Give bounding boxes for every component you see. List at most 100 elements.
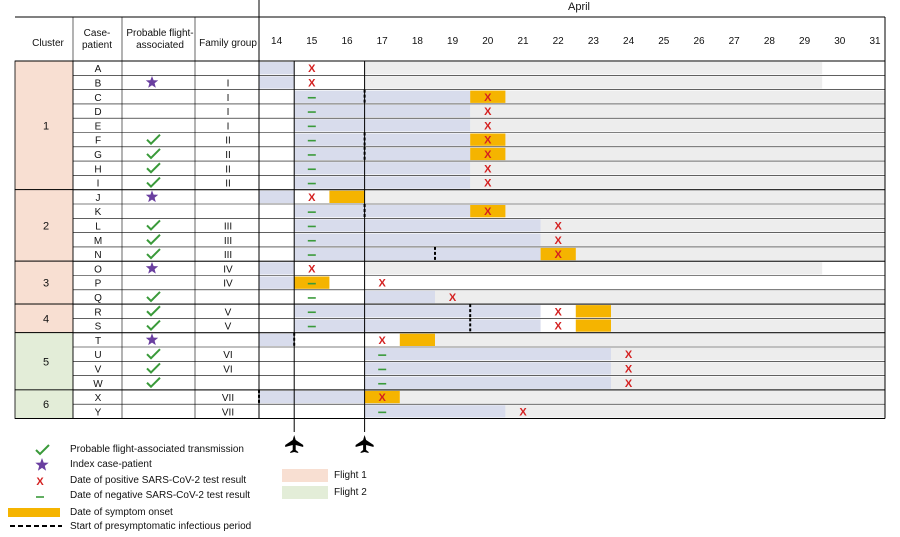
positive-test-mark: X [519,406,527,418]
case-id: D [94,107,101,118]
positive-test-mark: X [308,63,316,75]
case-id: H [94,164,101,175]
followup-bar [470,205,885,218]
cluster-label: 3 [43,278,49,290]
check-icon [146,291,161,303]
legend-flight1-swatch [282,469,328,482]
patient-row: V VI X [73,362,885,376]
positive-test-mark: X [625,363,633,375]
case-id: A [95,64,102,75]
positive-test-mark: X [555,235,563,247]
cluster-cell [14,260,74,305]
followup-bar [470,147,885,161]
family-group: III [224,221,232,232]
positive-test-mark: X [484,106,492,118]
cluster-label: 4 [43,313,49,325]
family-group: III [224,250,232,261]
probable-header-1: Probable flight- [126,28,193,39]
index-star-icon [145,333,159,346]
positive-test-mark: X [379,392,387,404]
infectious-period-bar [294,305,541,318]
family-group: I [227,107,230,118]
check-icon [146,305,161,317]
infectious-period-bar [259,390,365,404]
symptom-onset-cell [364,390,400,404]
legend-onset-swatch [8,508,60,517]
symptom-onset-cell [470,90,506,103]
infectious-period-bar [294,205,471,218]
cluster-header: Cluster [32,38,64,49]
positive-test-mark: X [484,92,492,104]
cluster-cell [14,189,74,262]
symptom-onset-cell [470,133,506,146]
family-group: II [225,179,231,190]
followup-bar [470,104,885,118]
family-group: VI [223,350,232,361]
infectious-period-bar [294,147,471,161]
case-id: L [95,221,101,232]
case-id: R [94,307,101,318]
case-id: I [97,179,100,190]
probable-header-2: associated [136,40,184,51]
index-star-icon [145,261,159,274]
check-icon [146,377,161,389]
family-group: IV [223,279,233,290]
airplane-icon [355,435,374,453]
case-id: Q [94,293,102,304]
case-id: C [94,93,101,104]
case-id: N [94,250,101,261]
symptom-onset-cell [575,305,611,318]
family-group: V [225,322,232,333]
family-group: II [225,164,231,175]
followup-bar [364,76,823,89]
followup-bar [505,405,885,418]
patient-row: G II X [73,146,885,162]
positive-test-mark: X [484,135,492,147]
day-label: 15 [306,36,318,47]
infectious-period-bar [259,190,295,203]
patient-row: M III X [73,233,885,248]
positive-test-mark: X [308,192,316,204]
day-label: 30 [834,36,846,47]
followup-bar [470,176,885,189]
positive-test-mark: X [555,220,563,232]
infectious-period-bar [294,176,471,189]
infectious-period-bar [364,405,506,418]
case-id: B [95,78,102,89]
patient-row: P IV X [73,276,885,291]
cluster-cell [14,60,74,191]
family-header: Family group [199,38,257,49]
cluster-cell [14,332,74,391]
patient-row: U VI X [73,348,885,362]
day-label: 31 [869,36,881,47]
positive-test-mark: X [625,378,633,390]
family-group: II [225,136,231,147]
case-id: V [95,364,102,375]
followup-bar [540,233,885,246]
followup-bar [364,262,823,275]
patient-row: O IV X [73,261,885,276]
cluster-label: 6 [43,399,49,411]
infectious-period-bar [364,290,435,304]
followup-bar [470,162,885,175]
legend: X [8,444,328,527]
positive-test-mark: X [484,178,492,190]
case-id: M [94,236,102,247]
followup-bar [435,333,885,346]
positive-test-mark: X [555,249,563,261]
followup-bar [611,362,885,375]
family-group: VI [223,364,232,375]
case-id: K [95,207,102,218]
infectious-period-bar [259,76,295,89]
infectious-period-bar [259,62,295,75]
day-label: 22 [553,36,565,47]
followup-bar [470,133,885,146]
